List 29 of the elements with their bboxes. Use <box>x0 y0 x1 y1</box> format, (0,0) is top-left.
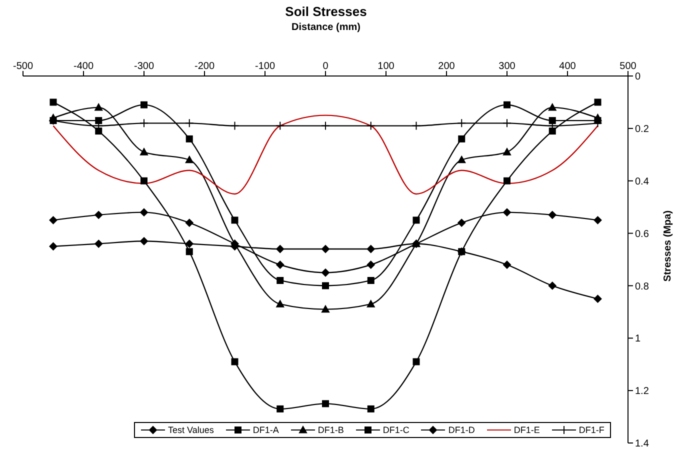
x-tick-label: 200 <box>438 61 456 72</box>
chart-title: Soil Stresses <box>284 4 368 19</box>
legend-label: DF1-C <box>382 425 410 435</box>
x-tick-label: 100 <box>378 61 395 72</box>
legend-label: DF1-A <box>252 425 279 435</box>
y-tick-label: 0.6 <box>635 228 650 240</box>
x-tick-label: -400 <box>73 61 94 72</box>
y-tick-label: 0.8 <box>635 281 650 292</box>
x-tick-label: 400 <box>559 61 576 72</box>
x-tick-label: 0 <box>322 61 329 72</box>
x-tick-label: -200 <box>194 61 215 72</box>
y-tick-label: 1.2 <box>635 386 650 398</box>
y-tick-label: 0.4 <box>635 176 650 188</box>
y-axis-title: Stresses (Mpa) <box>662 209 674 284</box>
x-tick-label: -100 <box>254 61 276 72</box>
x-tick-label: -300 <box>134 61 154 72</box>
y-tick-label: 0 <box>635 72 641 83</box>
x-axis-title: Distance (mm) <box>290 22 362 33</box>
legend-label: DF1-F <box>578 425 604 435</box>
y-tick-label: 0.2 <box>635 124 650 135</box>
y-tick-label: 1 <box>635 334 641 345</box>
legend-label: DF1-D <box>448 425 475 435</box>
legend-label: Test Values <box>168 425 214 435</box>
y-tick-label: 1.4 <box>635 438 650 450</box>
x-tick-label: 500 <box>620 61 637 72</box>
legend-label: DF1-B <box>318 425 344 435</box>
x-tick-label: -500 <box>12 61 34 72</box>
legend-label: DF1-E <box>514 425 540 435</box>
x-tick-label: 300 <box>498 61 516 72</box>
